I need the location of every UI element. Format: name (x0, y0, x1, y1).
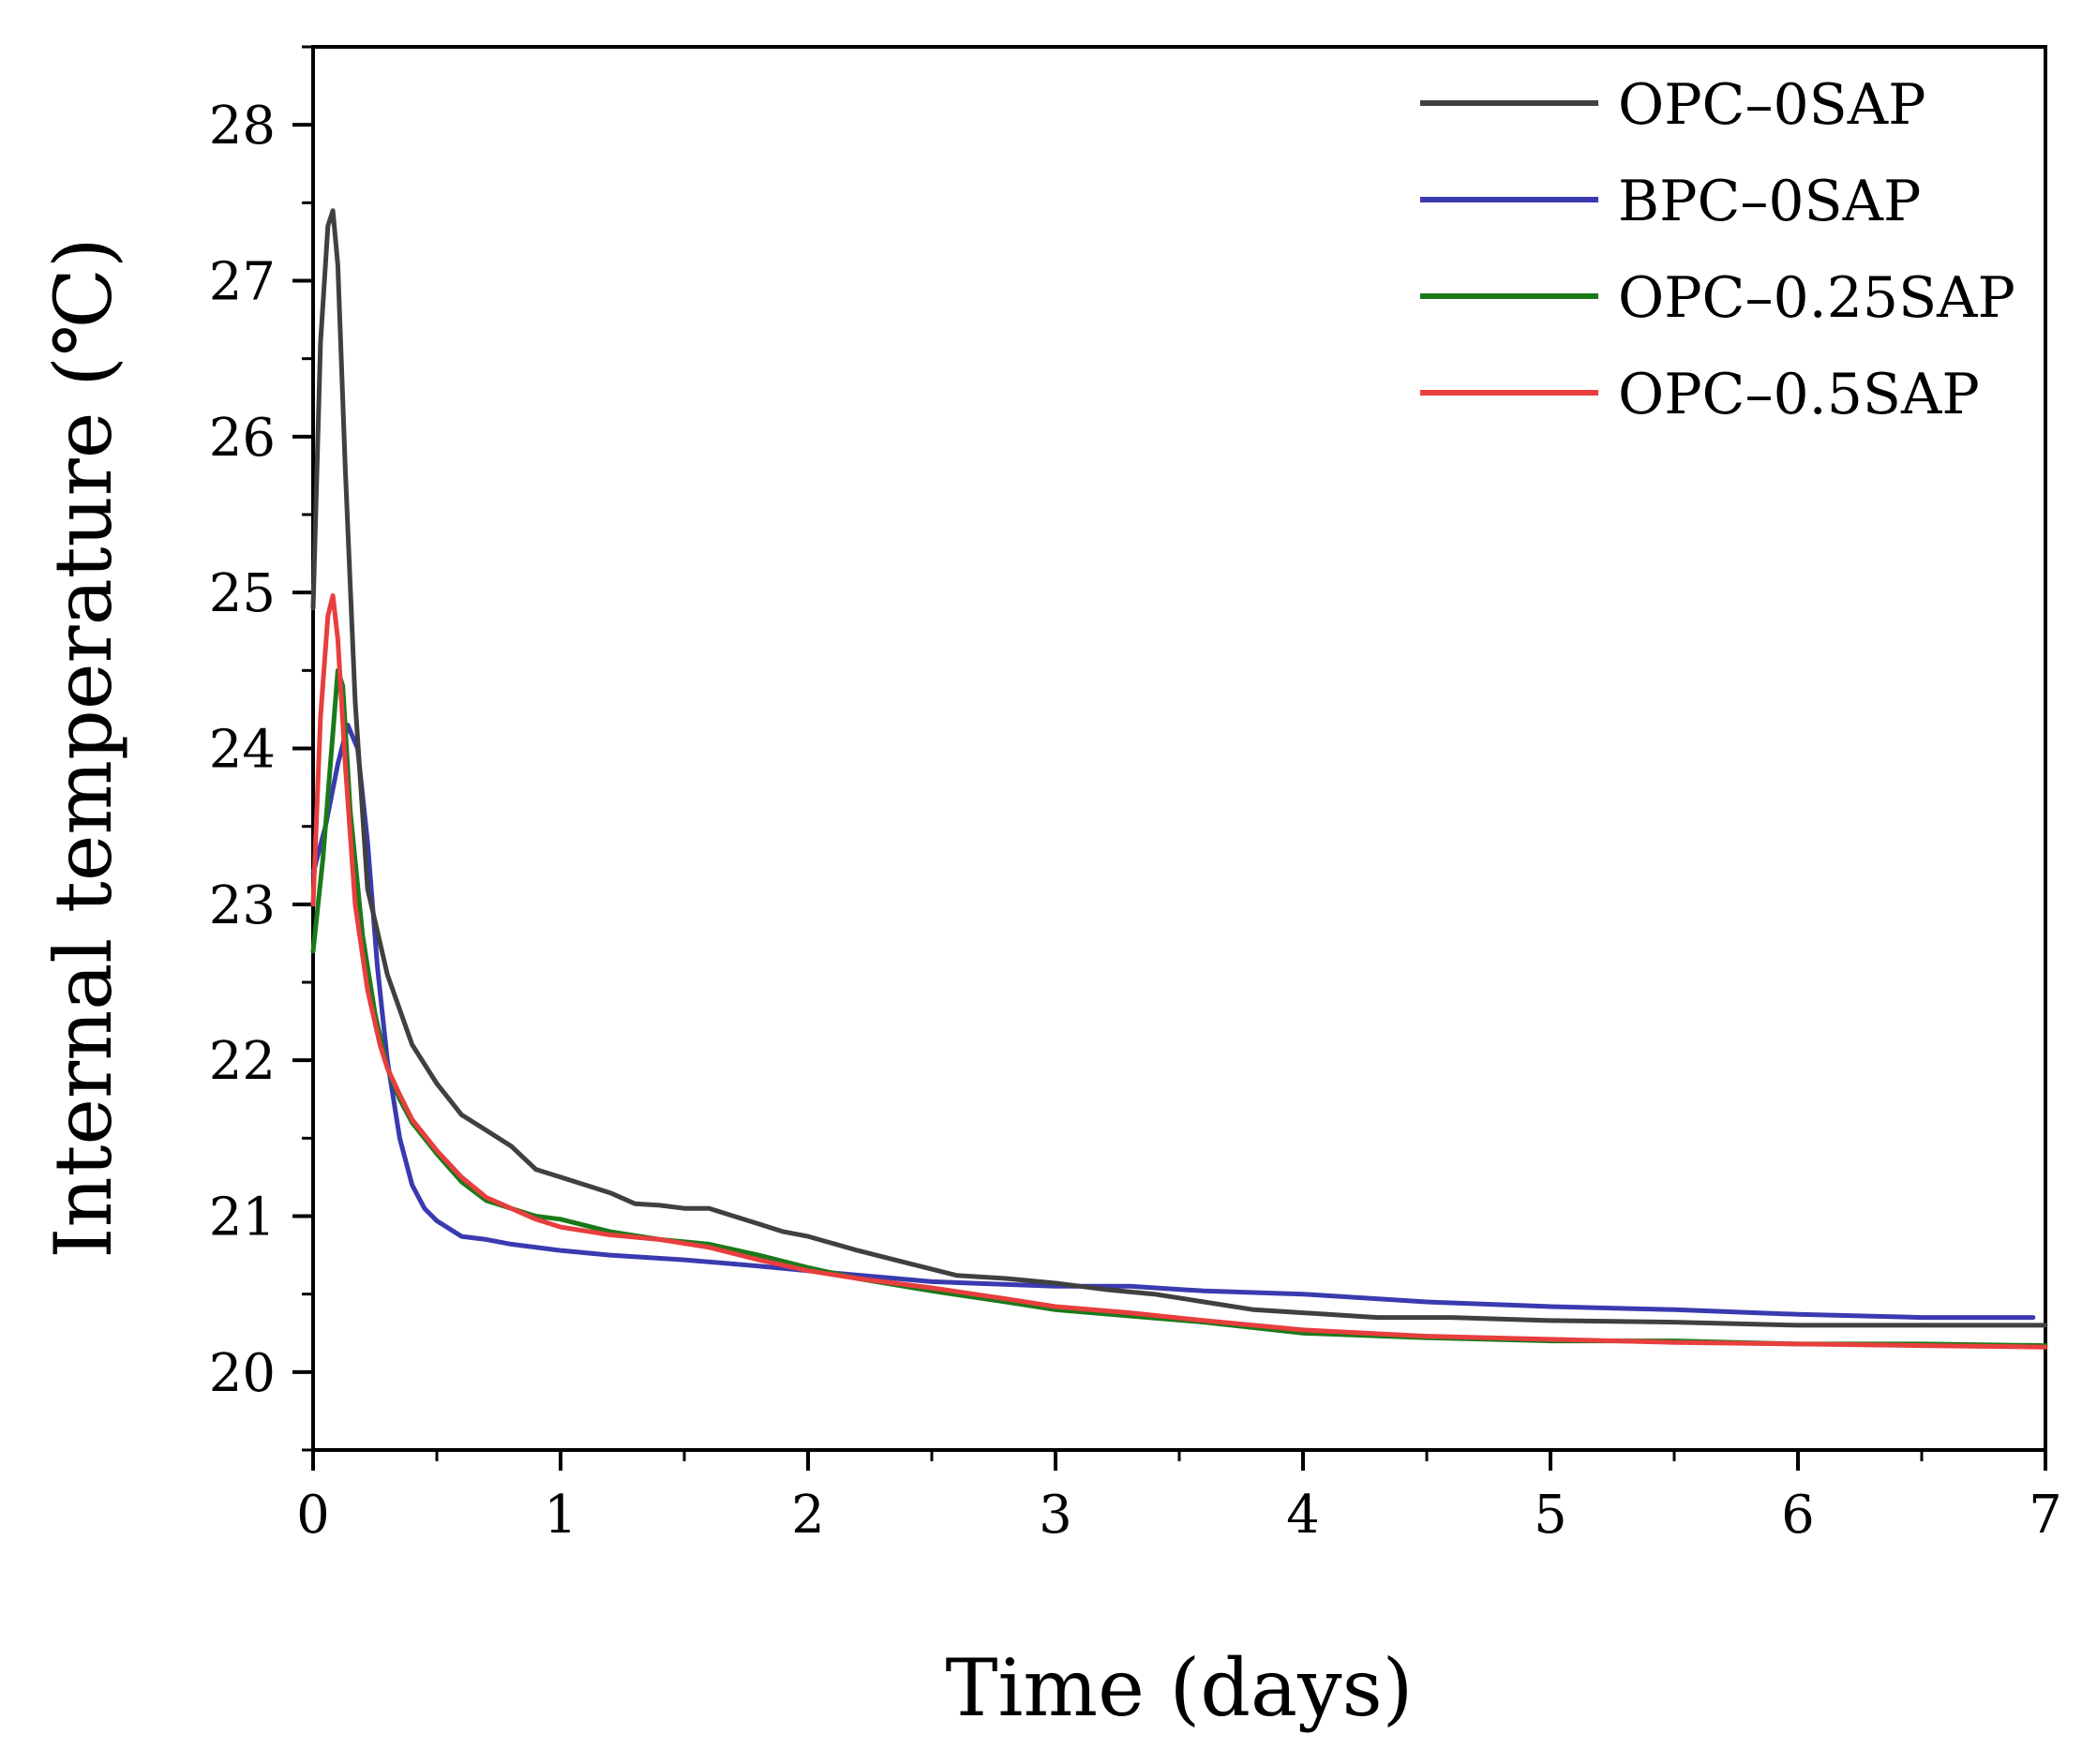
x-tick-label: 0 (296, 1485, 330, 1546)
legend-label-bpc-0sap: BPC–0SAP (1618, 169, 1921, 234)
y-tick-label: 27 (209, 252, 276, 313)
x-tick-label: 4 (1286, 1485, 1320, 1546)
y-axis-title: Internal temperature (℃) (37, 237, 129, 1258)
y-tick-label: 24 (209, 720, 276, 781)
y-tick-label: 22 (209, 1031, 276, 1092)
y-tick-label: 20 (209, 1343, 276, 1404)
series-line-opc-0sap (310, 208, 2048, 1328)
y-tick-label: 21 (209, 1188, 276, 1248)
legend: OPC–0SAP BPC–0SAP OPC–0.25SAP OPC–0.5SAP (1420, 72, 2015, 427)
x-tick-label: 3 (1039, 1485, 1072, 1546)
y-tick-label: 28 (209, 96, 276, 157)
legend-label-opc-0-25sap: OPC–0.25SAP (1618, 265, 2015, 331)
x-axis-ticks: 0 1 2 3 4 5 6 7 (296, 1450, 2062, 1546)
series-line-opc-0-25sap (310, 667, 2048, 1349)
y-tick-label: 26 (209, 408, 276, 469)
x-tick-label: 2 (791, 1485, 825, 1546)
y-axis-ticks: 20 21 22 23 24 25 26 27 28 (209, 45, 313, 1452)
legend-label-opc-0-5sap: OPC–0.5SAP (1618, 362, 1980, 427)
legend-label-opc-0sap: OPC–0SAP (1618, 72, 1925, 138)
plot-frame (311, 45, 2047, 1452)
y-tick-label: 23 (209, 875, 276, 936)
series-line-bpc-0sap (310, 723, 2036, 1321)
y-tick-label: 25 (209, 563, 276, 624)
x-tick-label: 5 (1534, 1485, 1567, 1546)
series-line-opc-0-5sap (310, 593, 2048, 1350)
x-tick-label: 7 (2029, 1485, 2062, 1546)
x-tick-label: 1 (544, 1485, 577, 1546)
x-tick-label: 6 (1781, 1485, 1815, 1546)
x-axis-title: Time (days) (946, 1642, 1414, 1734)
series-lines (310, 208, 2048, 1350)
